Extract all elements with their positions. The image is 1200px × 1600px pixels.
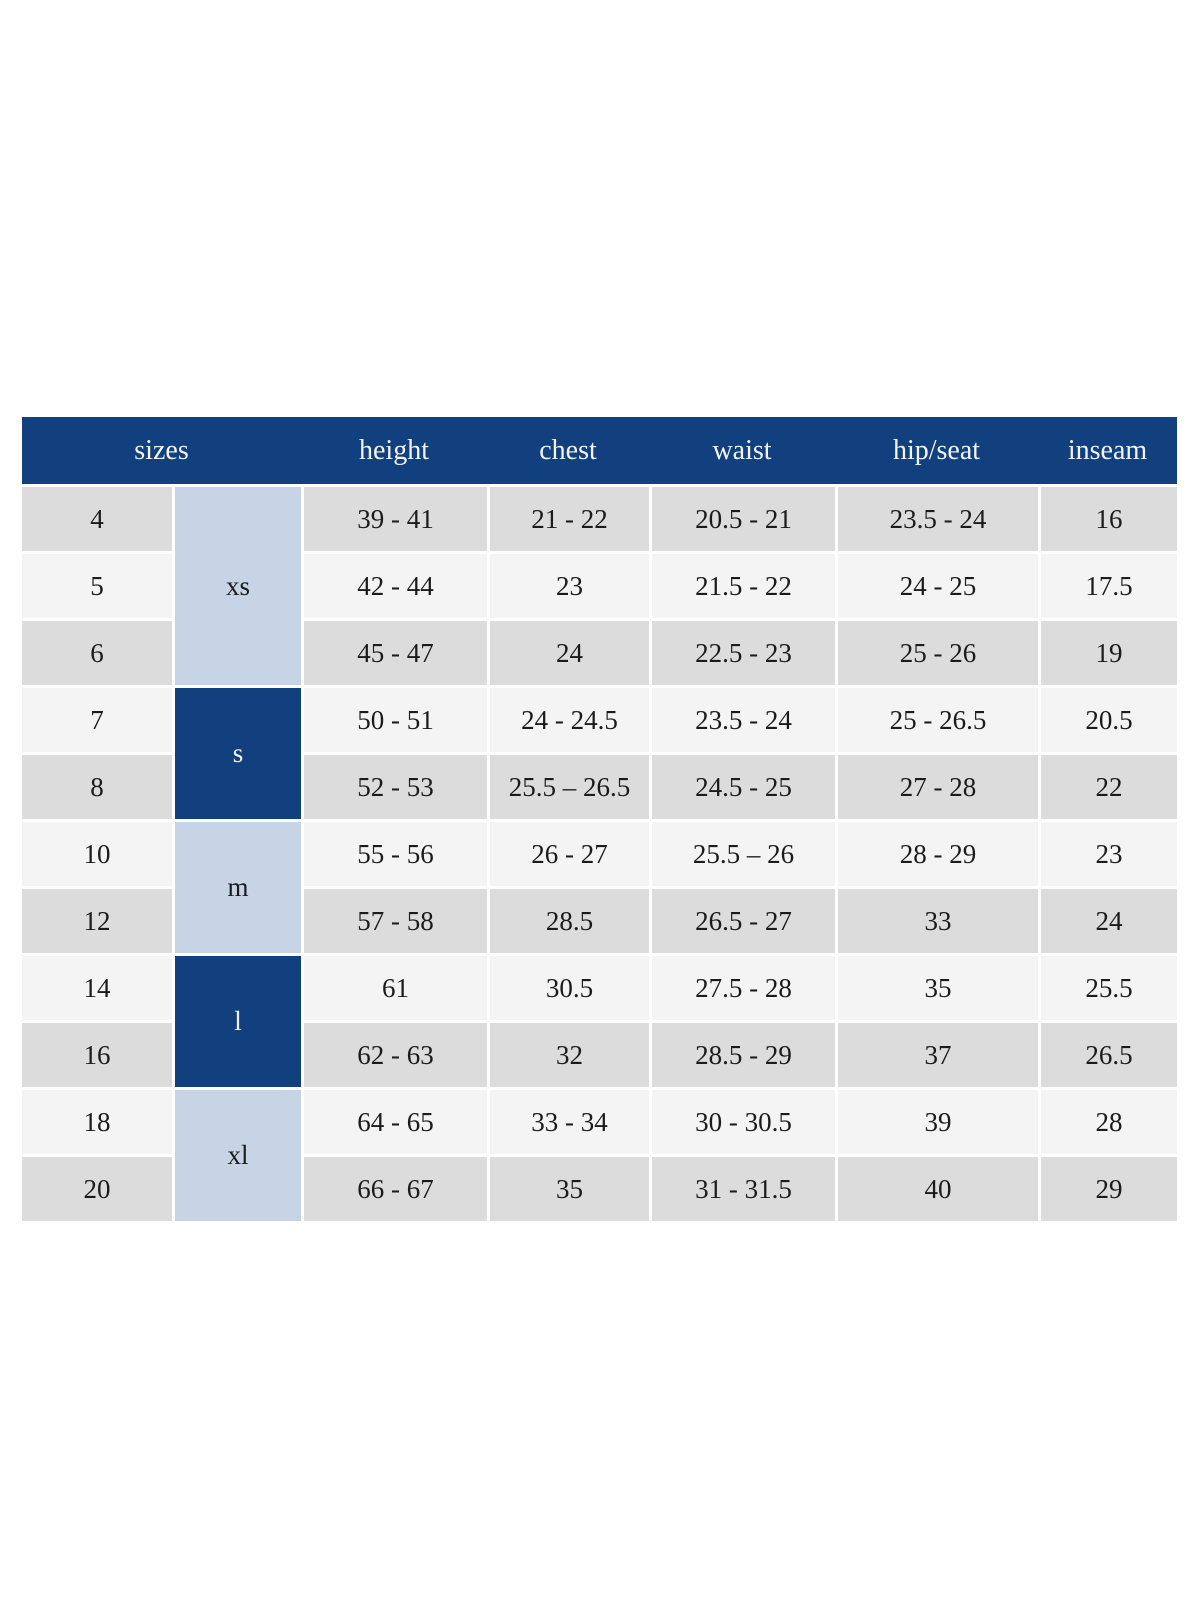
inseam-cell: 28	[1038, 1087, 1177, 1154]
table-row: 12 57 - 58 28.5 26.5 - 27 33 24	[22, 886, 1177, 953]
header-row: sizes height chest waist hip/seat inseam	[22, 417, 1177, 484]
size-group-cell-m: m	[172, 819, 301, 953]
waist-cell: 23.5 - 24	[649, 685, 835, 752]
chest-cell: 35	[487, 1154, 649, 1221]
size-cell: 4	[22, 484, 172, 551]
height-cell: 61	[301, 953, 487, 1020]
inseam-cell: 17.5	[1038, 551, 1177, 618]
size-group-cell-s: s	[172, 685, 301, 819]
waist-cell: 30 - 30.5	[649, 1087, 835, 1154]
size-cell: 18	[22, 1087, 172, 1154]
column-header-height: height	[301, 417, 487, 484]
column-header-inseam: inseam	[1038, 417, 1177, 484]
hip-seat-cell: 37	[835, 1020, 1038, 1087]
hip-seat-cell: 25 - 26.5	[835, 685, 1038, 752]
height-cell: 42 - 44	[301, 551, 487, 618]
column-header-sizes: sizes	[22, 417, 301, 484]
size-cell: 14	[22, 953, 172, 1020]
hip-seat-cell: 27 - 28	[835, 752, 1038, 819]
height-cell: 64 - 65	[301, 1087, 487, 1154]
size-cell: 5	[22, 551, 172, 618]
inseam-cell: 26.5	[1038, 1020, 1177, 1087]
size-cell: 16	[22, 1020, 172, 1087]
table-row: 5 42 - 44 23 21.5 - 22 24 - 25 17.5	[22, 551, 1177, 618]
height-cell: 45 - 47	[301, 618, 487, 685]
chest-cell: 24 - 24.5	[487, 685, 649, 752]
size-group-cell-xs: xs	[172, 484, 301, 685]
table-row: 20 66 - 67 35 31 - 31.5 40 29	[22, 1154, 1177, 1221]
table-row: 10 m 55 - 56 26 - 27 25.5 – 26 28 - 29 2…	[22, 819, 1177, 953]
hip-seat-cell: 33	[835, 886, 1038, 953]
waist-cell: 26.5 - 27	[649, 886, 835, 953]
inseam-cell: 22	[1038, 752, 1177, 819]
column-header-chest: chest	[487, 417, 649, 484]
height-cell: 50 - 51	[301, 685, 487, 752]
height-cell: 52 - 53	[301, 752, 487, 819]
chest-cell: 26 - 27	[487, 819, 649, 886]
size-cell: 12	[22, 886, 172, 953]
hip-seat-cell: 40	[835, 1154, 1038, 1221]
waist-cell: 28.5 - 29	[649, 1020, 835, 1087]
table-row: 8 52 - 53 25.5 – 26.5 24.5 - 25 27 - 28 …	[22, 752, 1177, 819]
waist-cell: 20.5 - 21	[649, 484, 835, 551]
inseam-cell: 25.5	[1038, 953, 1177, 1020]
inseam-cell: 24	[1038, 886, 1177, 953]
hip-seat-cell: 39	[835, 1087, 1038, 1154]
chest-cell: 25.5 – 26.5	[487, 752, 649, 819]
inseam-cell: 19	[1038, 618, 1177, 685]
height-cell: 66 - 67	[301, 1154, 487, 1221]
size-cell: 8	[22, 752, 172, 819]
waist-cell: 24.5 - 25	[649, 752, 835, 819]
waist-cell: 25.5 – 26	[649, 819, 835, 886]
inseam-cell: 16	[1038, 484, 1177, 551]
size-chart-table: sizes height chest waist hip/seat inseam…	[22, 417, 1177, 1221]
inseam-cell: 23	[1038, 819, 1177, 886]
column-header-hip-seat: hip/seat	[835, 417, 1038, 484]
size-cell: 10	[22, 819, 172, 886]
hip-seat-cell: 23.5 - 24	[835, 484, 1038, 551]
chest-cell: 33 - 34	[487, 1087, 649, 1154]
table-row: 18 xl 64 - 65 33 - 34 30 - 30.5 39 28	[22, 1087, 1177, 1221]
height-cell: 57 - 58	[301, 886, 487, 953]
hip-seat-cell: 28 - 29	[835, 819, 1038, 886]
column-header-waist: waist	[649, 417, 835, 484]
chest-cell: 23	[487, 551, 649, 618]
height-cell: 62 - 63	[301, 1020, 487, 1087]
hip-seat-cell: 25 - 26	[835, 618, 1038, 685]
table-row: 14 l 61 30.5 27.5 - 28 35 25.5	[22, 953, 1177, 1087]
table-row: 4 xs 39 - 41 21 - 22 20.5 - 21 23.5 - 24…	[22, 484, 1177, 685]
hip-seat-cell: 24 - 25	[835, 551, 1038, 618]
size-group-cell-xl: xl	[172, 1087, 301, 1221]
size-cell: 20	[22, 1154, 172, 1221]
waist-cell: 31 - 31.5	[649, 1154, 835, 1221]
chest-cell: 21 - 22	[487, 484, 649, 551]
waist-cell: 21.5 - 22	[649, 551, 835, 618]
height-cell: 55 - 56	[301, 819, 487, 886]
size-cell: 6	[22, 618, 172, 685]
height-cell: 39 - 41	[301, 484, 487, 551]
chest-cell: 30.5	[487, 953, 649, 1020]
table-row: 16 62 - 63 32 28.5 - 29 37 26.5	[22, 1020, 1177, 1087]
inseam-cell: 20.5	[1038, 685, 1177, 752]
size-cell: 7	[22, 685, 172, 752]
chest-cell: 28.5	[487, 886, 649, 953]
table-row: 6 45 - 47 24 22.5 - 23 25 - 26 19	[22, 618, 1177, 685]
chest-cell: 24	[487, 618, 649, 685]
waist-cell: 22.5 - 23	[649, 618, 835, 685]
hip-seat-cell: 35	[835, 953, 1038, 1020]
table-row: 7 s 50 - 51 24 - 24.5 23.5 - 24 25 - 26.…	[22, 685, 1177, 819]
inseam-cell: 29	[1038, 1154, 1177, 1221]
waist-cell: 27.5 - 28	[649, 953, 835, 1020]
size-group-cell-l: l	[172, 953, 301, 1087]
chest-cell: 32	[487, 1020, 649, 1087]
